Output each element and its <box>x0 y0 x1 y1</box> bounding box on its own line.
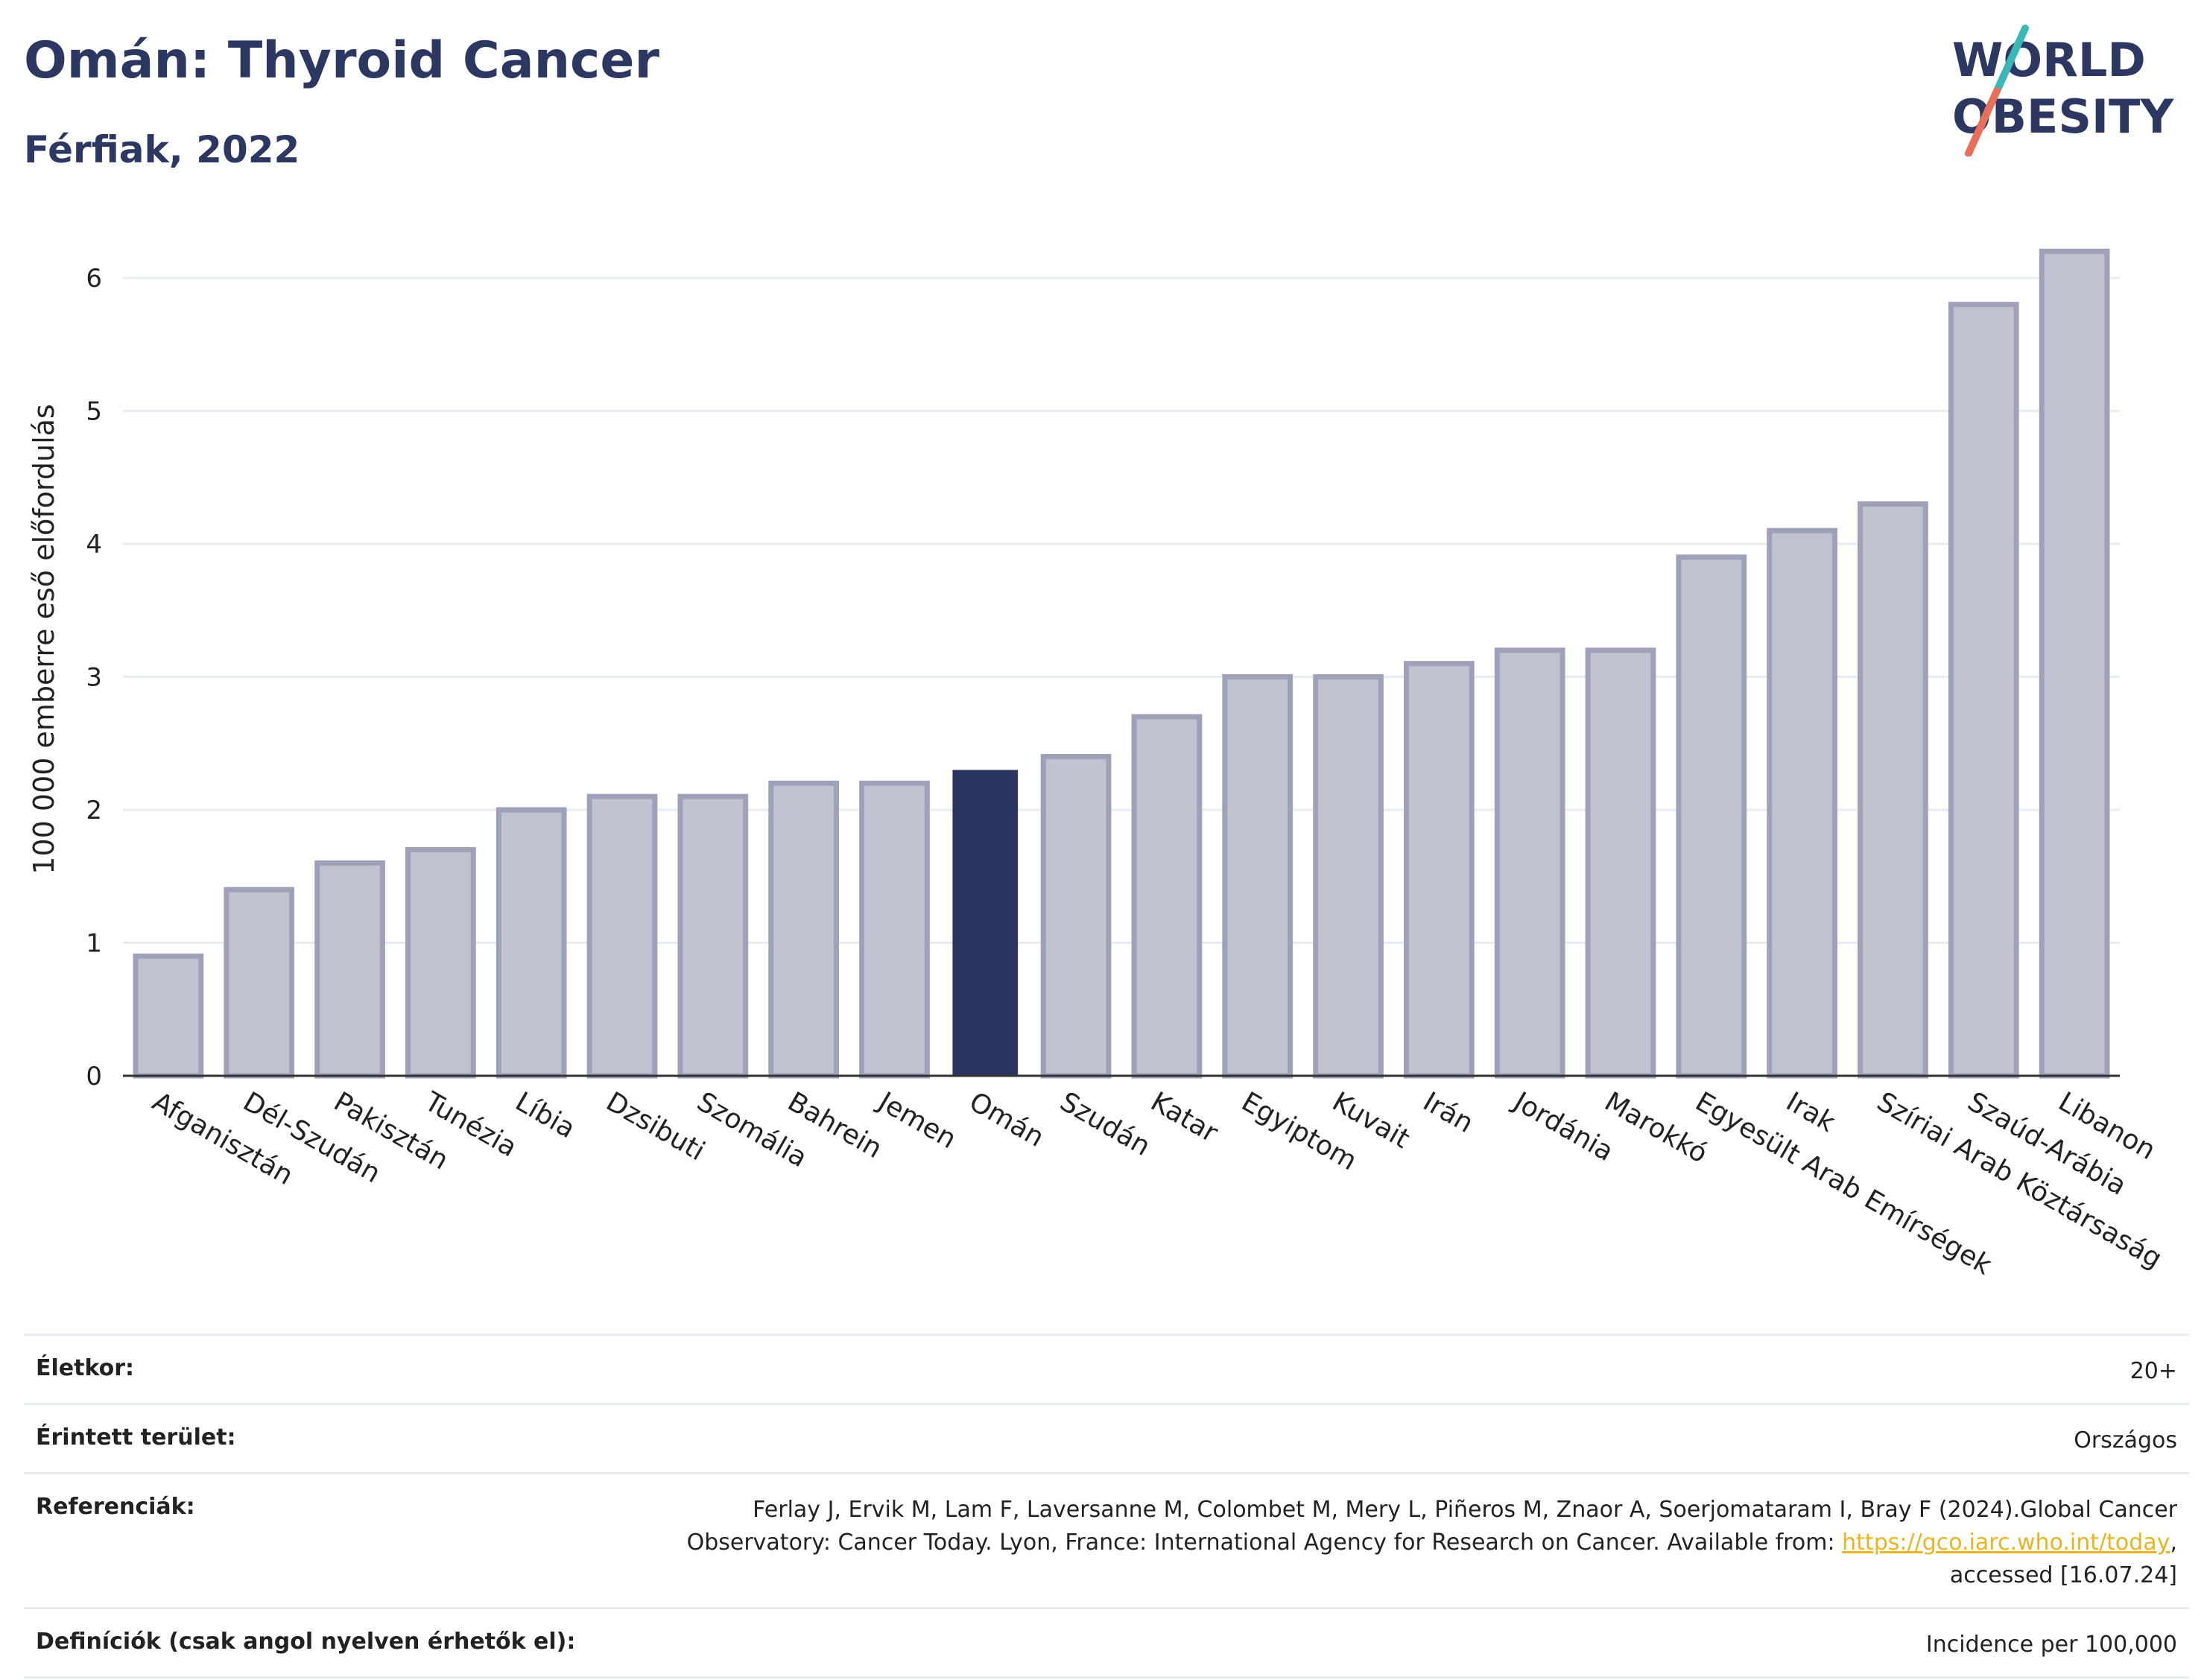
bars <box>133 248 2110 1079</box>
bar-8 <box>768 780 839 1079</box>
reference-text-2: Observatory: Cancer Today. Lyon, France:… <box>686 1530 1843 1556</box>
bar-13 <box>1222 674 1293 1079</box>
bar-1 <box>133 953 204 1079</box>
info-row-area: Érintett terület: Országos <box>24 1403 2189 1472</box>
bar-11 <box>1040 754 1112 1079</box>
bar-3 <box>314 860 385 1079</box>
info-row-references: Referenciák: Ferlay J, Ervik M, Lam F, L… <box>24 1472 2189 1607</box>
y-axis-label: 100 000 emberre eső előfordulás <box>28 404 60 874</box>
logo-slash-teal <box>1993 25 2029 95</box>
reference-link[interactable]: https://gco.iarc.who.int/today <box>1842 1530 2170 1556</box>
chart-title: Omán: Thyroid Cancer <box>24 31 660 90</box>
bar-17 <box>1585 647 1656 1079</box>
bar-18 <box>1676 554 1747 1079</box>
x-tick-label-15: Irán <box>1418 1086 1478 1139</box>
info-table: Életkor: 20+ Érintett terület: Országos … <box>24 1334 2189 1679</box>
bar-7 <box>677 793 749 1079</box>
x-tick-label-10: Omán <box>964 1086 1049 1153</box>
info-row-definitions: Definíciók (csak angol nyelven érhetők e… <box>24 1607 2189 1679</box>
bar-21 <box>1948 302 2019 1079</box>
bar-5 <box>495 807 567 1079</box>
y-tick-label-1: 1 <box>86 929 102 959</box>
bar-10 <box>952 770 1019 1076</box>
info-row-age: Életkor: 20+ <box>24 1334 2189 1403</box>
bar-9 <box>859 780 930 1079</box>
world-obesity-logo[interactable]: WORLD OBESITY <box>1937 22 2191 156</box>
bar-2 <box>224 887 295 1079</box>
bar-12 <box>1131 714 1203 1079</box>
bar-22 <box>2039 248 2110 1079</box>
logo-text-world: WORLD <box>1952 33 2146 87</box>
x-tick-label-12: Katar <box>1145 1086 1223 1149</box>
bar-4 <box>405 847 476 1079</box>
chart-subtitle: Férfiak, 2022 <box>24 128 300 171</box>
age-label: Életkor: <box>36 1355 135 1381</box>
x-tick-label-6: Dzsibuti <box>601 1086 710 1167</box>
y-tick-label-2: 2 <box>86 796 102 825</box>
bar-14 <box>1313 674 1384 1079</box>
y-tick-label-6: 6 <box>86 264 102 294</box>
definitions-value: Incidence per 100,000 <box>1925 1632 2177 1658</box>
bar-19 <box>1767 527 1837 1079</box>
x-tick-label-18: Egyesült Arab Emírségek <box>1690 1086 1997 1281</box>
category-labels: AfganisztánDél-SzudánPakisztánTunéziaLíb… <box>147 1085 2167 1281</box>
x-tick-label-11: Szudán <box>1055 1086 1156 1162</box>
x-tick-label-9: Jemen <box>872 1085 961 1155</box>
references-label: Referenciák: <box>36 1494 195 1520</box>
bar-20 <box>1858 501 1928 1079</box>
y-tick-label-0: 0 <box>86 1062 102 1091</box>
y-tick-label-3: 3 <box>86 663 102 693</box>
reference-text-1: Ferlay J, Ervik M, Lam F, Laversanne M, … <box>753 1497 2177 1523</box>
reference-text-4: accessed [16.07.24] <box>1949 1562 2177 1588</box>
logo-slash-coral <box>1965 87 2001 156</box>
x-tick-label-16: Jordánia <box>1507 1085 1618 1167</box>
definitions-label: Definíciók (csak angol nyelven érhetők e… <box>36 1629 576 1655</box>
bar-15 <box>1404 661 1475 1079</box>
y-tick-label-5: 5 <box>86 397 102 427</box>
references-value: Ferlay J, Ervik M, Lam F, Laversanne M, … <box>687 1494 2177 1592</box>
area-label: Érintett terület: <box>36 1424 236 1451</box>
area-value: Országos <box>2074 1427 2177 1454</box>
reference-text-3: , <box>2170 1530 2177 1556</box>
bar-chart: 0 1 2 3 4 5 6 AfganisztánDél-SzudánPakisztánTu… <box>28 248 2167 1281</box>
age-value: 20+ <box>2129 1358 2177 1384</box>
bar-6 <box>586 793 658 1079</box>
x-tick-label-17: Marokkó <box>1600 1086 1713 1169</box>
bar-16 <box>1494 647 1565 1079</box>
x-tick-label-19: Irak <box>1781 1086 1840 1138</box>
y-tick-label-4: 4 <box>86 530 102 560</box>
